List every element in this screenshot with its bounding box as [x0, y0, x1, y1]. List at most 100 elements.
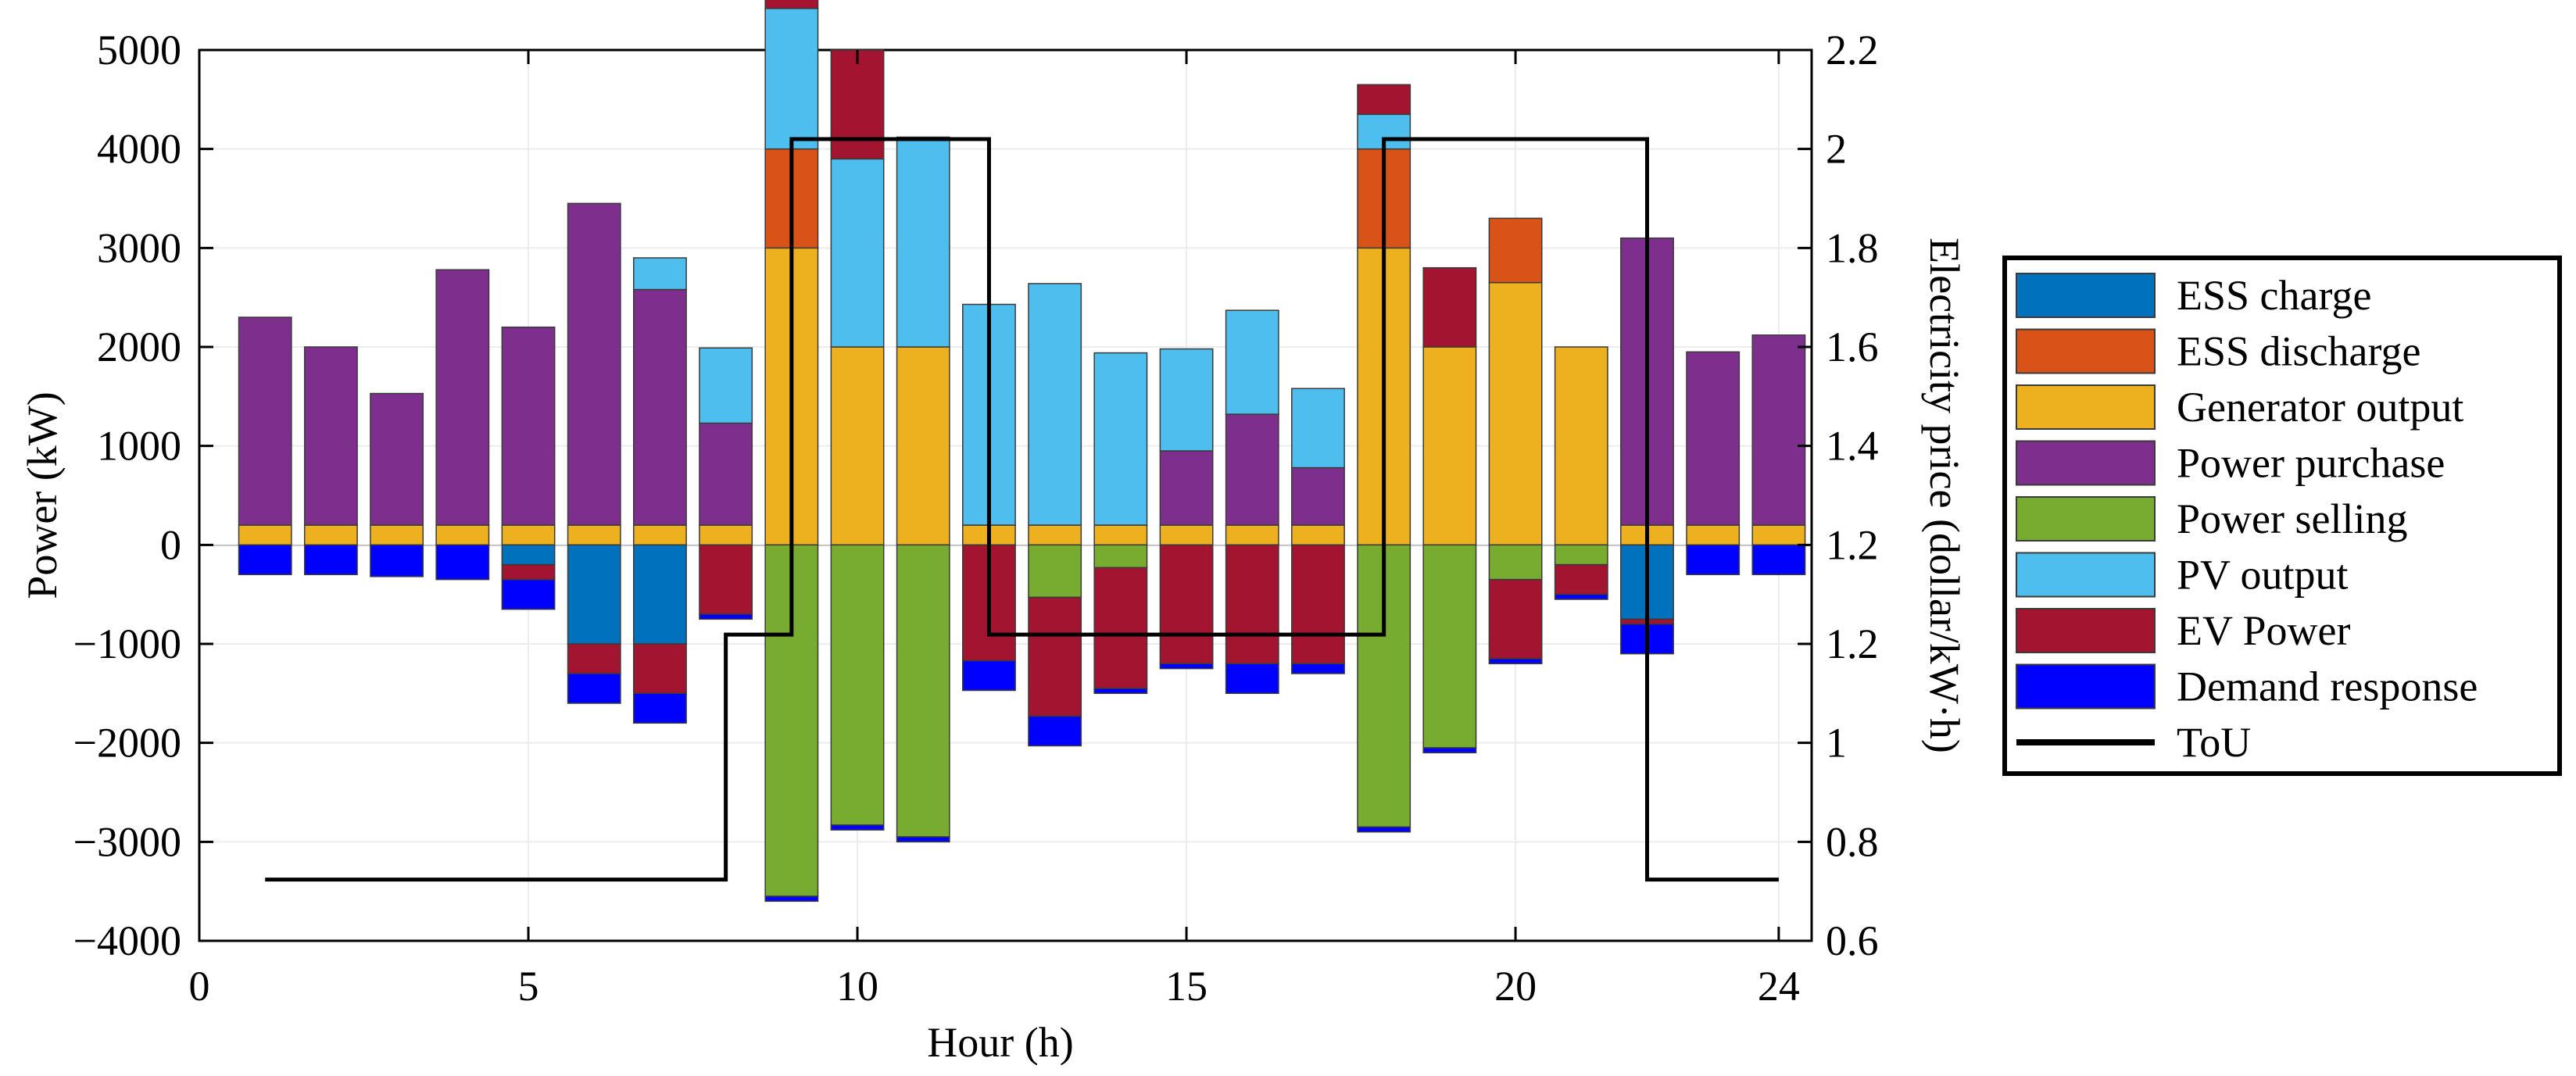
bar-pv-output	[699, 347, 753, 424]
legend-label: EV Power	[2177, 607, 2351, 654]
y-tick-label: 5000	[97, 27, 181, 73]
bar-ev-power	[1093, 567, 1148, 689]
bar-pv-output	[1159, 348, 1214, 452]
bar-power-selling	[896, 544, 950, 838]
bar-ev-power	[1225, 544, 1279, 665]
x-tick-label: 5	[518, 963, 539, 1010]
bar-power-purchase	[1686, 351, 1741, 526]
bar-generator-output	[1488, 281, 1543, 546]
y-axis-label: Power (kW)	[19, 391, 66, 599]
bar-demand-response	[1159, 663, 1214, 670]
bar-power-purchase	[567, 202, 621, 526]
bar-generator-output	[830, 346, 885, 546]
legend-label: Power purchase	[2177, 440, 2445, 487]
bar-ev-power	[699, 544, 753, 615]
y-ticks: 5000 4000 3000 2000 1000 0 −1000 −2000 −3000 −400…	[73, 27, 213, 964]
bar-ess-charge	[501, 544, 556, 566]
x-tick-label: 15	[1165, 963, 1208, 1010]
bar-pv-output	[632, 257, 687, 291]
bar-power-selling	[830, 544, 885, 826]
legend-label: PV output	[2177, 552, 2349, 599]
bar-power-purchase	[1291, 467, 1345, 526]
y2-tick-label: 1.2	[1826, 620, 1879, 667]
bar-generator-output	[1422, 346, 1477, 546]
bar-pv-output	[1093, 352, 1148, 526]
bar-power-selling	[1422, 544, 1477, 749]
legend-label: ESS charge	[2177, 272, 2371, 319]
bar-power-selling	[1488, 544, 1543, 581]
y-tick-label: −4000	[73, 917, 181, 964]
bar-pv-output	[1225, 309, 1279, 415]
y-tick-label: 0	[160, 521, 181, 568]
legend-label: ToU	[2177, 719, 2251, 766]
bar-ev-power	[567, 643, 621, 674]
bar-power-purchase	[303, 346, 358, 526]
x-tick-label: 0	[189, 963, 210, 1010]
bar-generator-output	[567, 524, 621, 546]
legend-label: Generator output	[2177, 384, 2463, 431]
bar-generator-output	[370, 524, 424, 546]
bar-power-purchase	[370, 392, 424, 526]
bar-generator-output	[1225, 524, 1279, 546]
bar-demand-response	[632, 692, 687, 724]
bar-pv-output	[830, 158, 885, 348]
bar-power-selling	[1093, 544, 1148, 569]
bar-generator-output	[699, 524, 753, 546]
legend-swatch	[2016, 384, 2156, 430]
bar-generator-output	[896, 346, 950, 546]
y2-tick-label: 1.4	[1826, 423, 1879, 470]
y-tick-label: 4000	[97, 126, 181, 173]
bar-demand-response	[1225, 663, 1279, 695]
bar-ev-power	[764, 0, 819, 9]
bar-power-purchase	[632, 288, 687, 526]
x-ticks: 0 5 10 15 20 24	[189, 50, 1800, 1010]
legend-label: Power selling	[2177, 495, 2407, 542]
bar-generator-output	[303, 524, 358, 546]
legend-swatch	[2016, 440, 2156, 486]
bar-pv-output	[764, 8, 819, 150]
x-tick-label: 10	[836, 963, 878, 1010]
y2-tick-label: 1.2	[1826, 521, 1879, 568]
bar-demand-response	[370, 544, 424, 577]
y2-ticks: 2.2 2 1.8 1.6 1.4 1.2 1.2 1 0.8 0.6	[1798, 27, 1879, 964]
bar-demand-response	[303, 544, 358, 576]
bar-ev-power	[1159, 544, 1214, 665]
bar-demand-response	[1554, 593, 1608, 600]
bar-power-purchase	[1225, 413, 1279, 526]
legend-swatch	[2016, 496, 2156, 542]
bar-power-selling	[1554, 544, 1608, 566]
bar-ess-discharge	[1488, 217, 1543, 284]
bar-power-purchase	[699, 422, 753, 526]
bar-generator-output	[435, 524, 490, 546]
y-tick-label: −3000	[73, 818, 181, 865]
bar-generator-output	[1686, 524, 1741, 546]
bars	[238, 0, 1806, 903]
bar-ev-power	[1357, 84, 1411, 116]
bar-ev-power	[501, 563, 556, 581]
bar-demand-response	[1751, 544, 1806, 576]
legend-swatch	[2016, 552, 2156, 598]
bar-ev-power	[632, 643, 687, 695]
bar-generator-output	[1028, 524, 1082, 546]
bar-demand-response	[764, 895, 819, 903]
y2-tick-label: 2.2	[1826, 27, 1879, 73]
bar-demand-response	[1686, 544, 1741, 576]
legend: ESS charge ESS discharge Generator output P…	[2002, 256, 2562, 776]
legend-label: Demand response	[2177, 663, 2478, 710]
bar-power-purchase	[435, 269, 490, 526]
bar-ev-power	[1422, 266, 1477, 348]
bar-demand-response	[238, 544, 292, 576]
bar-demand-response	[896, 836, 950, 843]
bar-demand-response	[501, 578, 556, 610]
legend-swatch	[2016, 273, 2156, 318]
bar-generator-output	[238, 524, 292, 546]
legend-swatch	[2016, 663, 2156, 710]
bar-generator-output	[1291, 524, 1345, 546]
y-tick-label: 3000	[97, 224, 181, 271]
bar-demand-response	[435, 544, 490, 581]
bar-demand-response	[567, 673, 621, 704]
bar-demand-response	[830, 824, 885, 831]
bar-demand-response	[1357, 826, 1411, 833]
bar-pv-output	[896, 136, 950, 348]
